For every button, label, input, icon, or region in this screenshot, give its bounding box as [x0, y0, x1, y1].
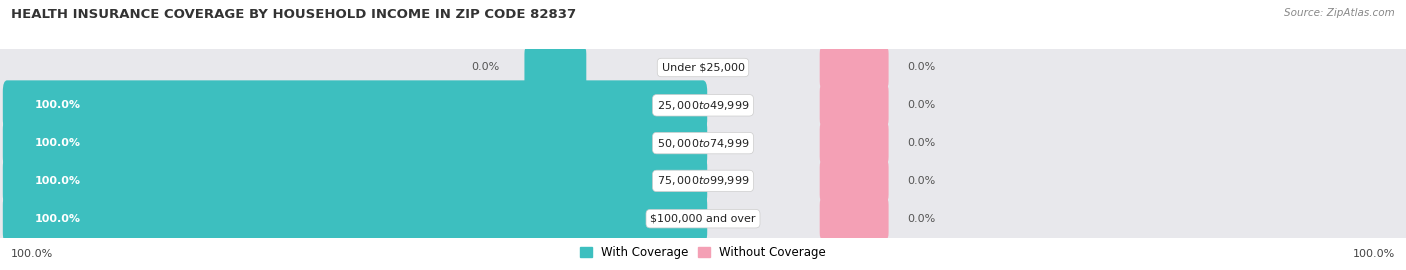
- Legend: With Coverage, Without Coverage: With Coverage, Without Coverage: [578, 244, 828, 261]
- FancyBboxPatch shape: [0, 33, 1406, 102]
- Text: 0.0%: 0.0%: [907, 62, 935, 73]
- Text: 0.0%: 0.0%: [907, 100, 935, 110]
- Text: HEALTH INSURANCE COVERAGE BY HOUSEHOLD INCOME IN ZIP CODE 82837: HEALTH INSURANCE COVERAGE BY HOUSEHOLD I…: [11, 8, 576, 21]
- Text: 0.0%: 0.0%: [907, 138, 935, 148]
- FancyBboxPatch shape: [0, 109, 1406, 177]
- FancyBboxPatch shape: [3, 80, 707, 130]
- FancyBboxPatch shape: [820, 46, 889, 89]
- FancyBboxPatch shape: [820, 198, 889, 240]
- FancyBboxPatch shape: [820, 160, 889, 202]
- FancyBboxPatch shape: [820, 84, 889, 126]
- FancyBboxPatch shape: [0, 185, 1406, 253]
- Text: Under $25,000: Under $25,000: [661, 62, 745, 73]
- Text: Source: ZipAtlas.com: Source: ZipAtlas.com: [1284, 8, 1395, 18]
- Text: 0.0%: 0.0%: [907, 214, 935, 224]
- Text: 100.0%: 100.0%: [35, 100, 82, 110]
- FancyBboxPatch shape: [3, 156, 707, 206]
- Text: $50,000 to $74,999: $50,000 to $74,999: [657, 137, 749, 150]
- Text: 100.0%: 100.0%: [35, 138, 82, 148]
- Text: 0.0%: 0.0%: [471, 62, 499, 73]
- FancyBboxPatch shape: [3, 194, 707, 244]
- Text: 100.0%: 100.0%: [35, 214, 82, 224]
- Text: 100.0%: 100.0%: [1353, 249, 1395, 259]
- Text: 100.0%: 100.0%: [35, 176, 82, 186]
- Text: $100,000 and over: $100,000 and over: [650, 214, 756, 224]
- Text: 0.0%: 0.0%: [907, 176, 935, 186]
- FancyBboxPatch shape: [820, 122, 889, 164]
- Text: $75,000 to $99,999: $75,000 to $99,999: [657, 174, 749, 187]
- Text: 100.0%: 100.0%: [11, 249, 53, 259]
- Text: $25,000 to $49,999: $25,000 to $49,999: [657, 99, 749, 112]
- FancyBboxPatch shape: [3, 118, 707, 168]
- FancyBboxPatch shape: [0, 71, 1406, 139]
- FancyBboxPatch shape: [0, 147, 1406, 215]
- FancyBboxPatch shape: [524, 46, 586, 89]
